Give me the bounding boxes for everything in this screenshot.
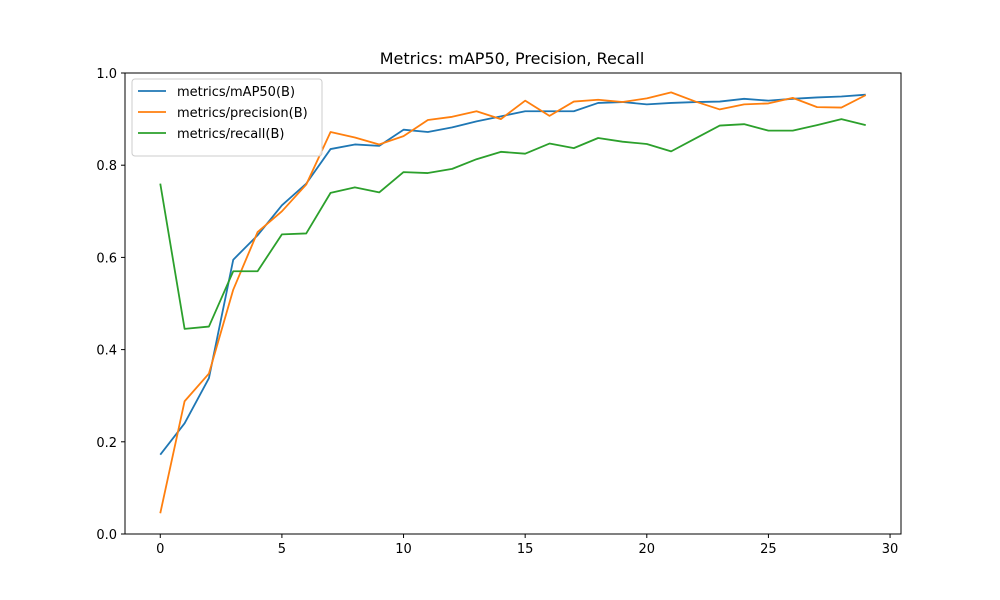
y-tick-label: 1.0 bbox=[96, 67, 117, 82]
series-layer bbox=[159, 91, 867, 514]
x-tick-label: 30 bbox=[882, 542, 899, 557]
x-tick-label: 5 bbox=[278, 542, 286, 557]
legend-label: metrics/mAP50(B) bbox=[177, 85, 295, 100]
x-tick-label: 15 bbox=[517, 542, 534, 557]
y-tick-label: 0.6 bbox=[96, 251, 117, 266]
legend-label: metrics/precision(B) bbox=[177, 106, 308, 121]
x-tick-label: 0 bbox=[156, 542, 164, 557]
y-tick-label: 0.4 bbox=[96, 344, 117, 359]
series-line-metrics-map50-b bbox=[159, 93, 866, 456]
legend-label: metrics/recall(B) bbox=[177, 127, 284, 142]
x-axis: 0 5 10 15 20 25 30 bbox=[156, 534, 898, 557]
y-tick-label: 0.8 bbox=[96, 159, 117, 174]
x-tick-label: 10 bbox=[395, 542, 412, 557]
y-tick-label: 0.2 bbox=[96, 436, 117, 451]
series-line-metrics-recall-b bbox=[159, 118, 866, 330]
x-tick-label: 25 bbox=[760, 542, 777, 557]
x-tick-label: 20 bbox=[639, 542, 656, 557]
chart-title: Metrics: mAP50, Precision, Recall bbox=[380, 49, 645, 68]
legend: metrics/mAP50(B) metrics/precision(B) metr… bbox=[131, 78, 323, 157]
y-tick-label: 0.0 bbox=[96, 528, 117, 543]
y-axis: 0.0 0.2 0.4 0.6 0.8 1.0 bbox=[96, 67, 125, 543]
legend-box bbox=[131, 78, 323, 157]
series-line-metrics-precision-b bbox=[159, 91, 867, 514]
